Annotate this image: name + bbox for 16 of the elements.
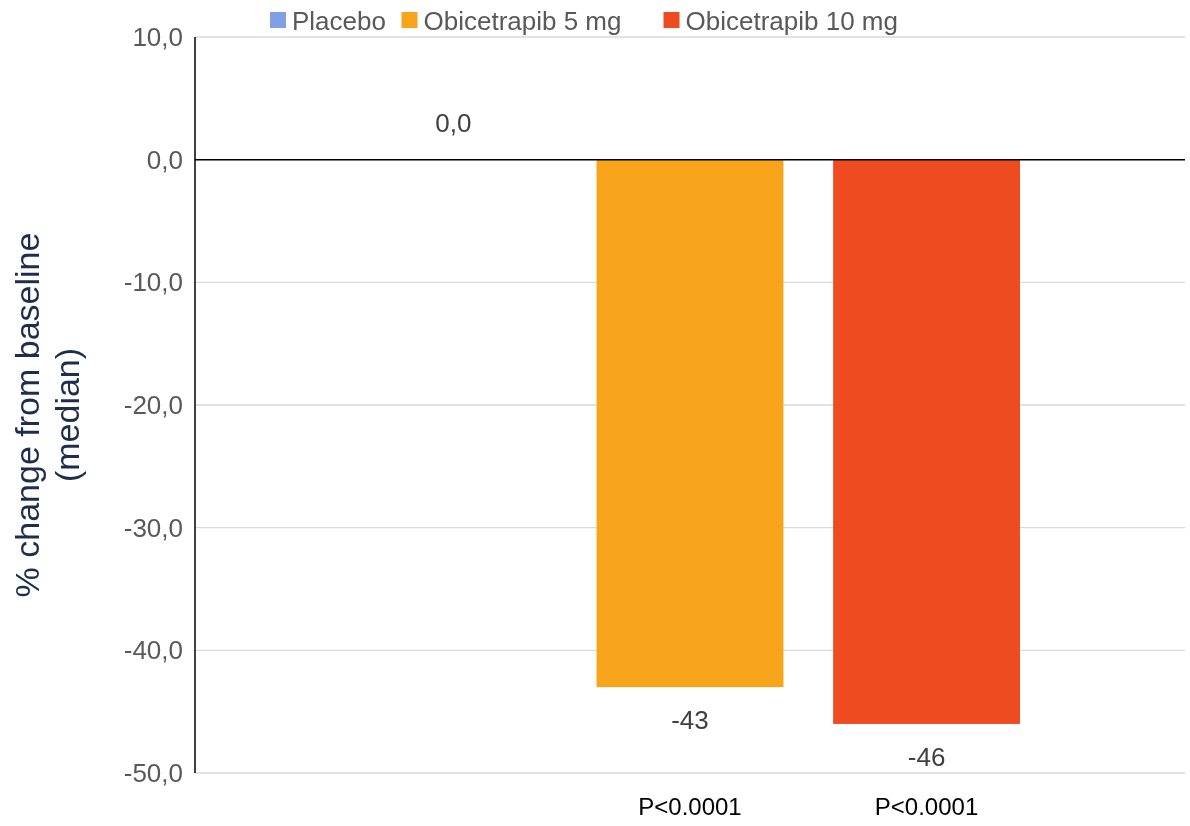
y-tick-label: 0,0 [146,144,183,175]
y-tick-label: -20,0 [123,390,183,420]
data-label: -46 [907,741,946,772]
x-tick-label: P<0.0001 [638,793,742,820]
data-label: -43 [671,705,709,736]
y-tick-label: -50,0 [123,758,183,788]
y-tick-label: -10,0 [123,267,183,298]
y-axis-title: % change from baseline (median) [8,232,86,598]
legend-label: Placebo [292,6,386,36]
y-tick-label: 10,0 [132,22,183,52]
legend-label: Obicetrapib 5 mg [423,6,622,36]
legend-label: Obicetrapib 10 mg [685,6,898,36]
y-tick-label: -30,0 [123,512,183,543]
data-label: 0,0 [435,107,472,138]
x-tick-label: P<0.0001 [874,793,979,820]
y-tick-label: -40,0 [123,635,183,666]
